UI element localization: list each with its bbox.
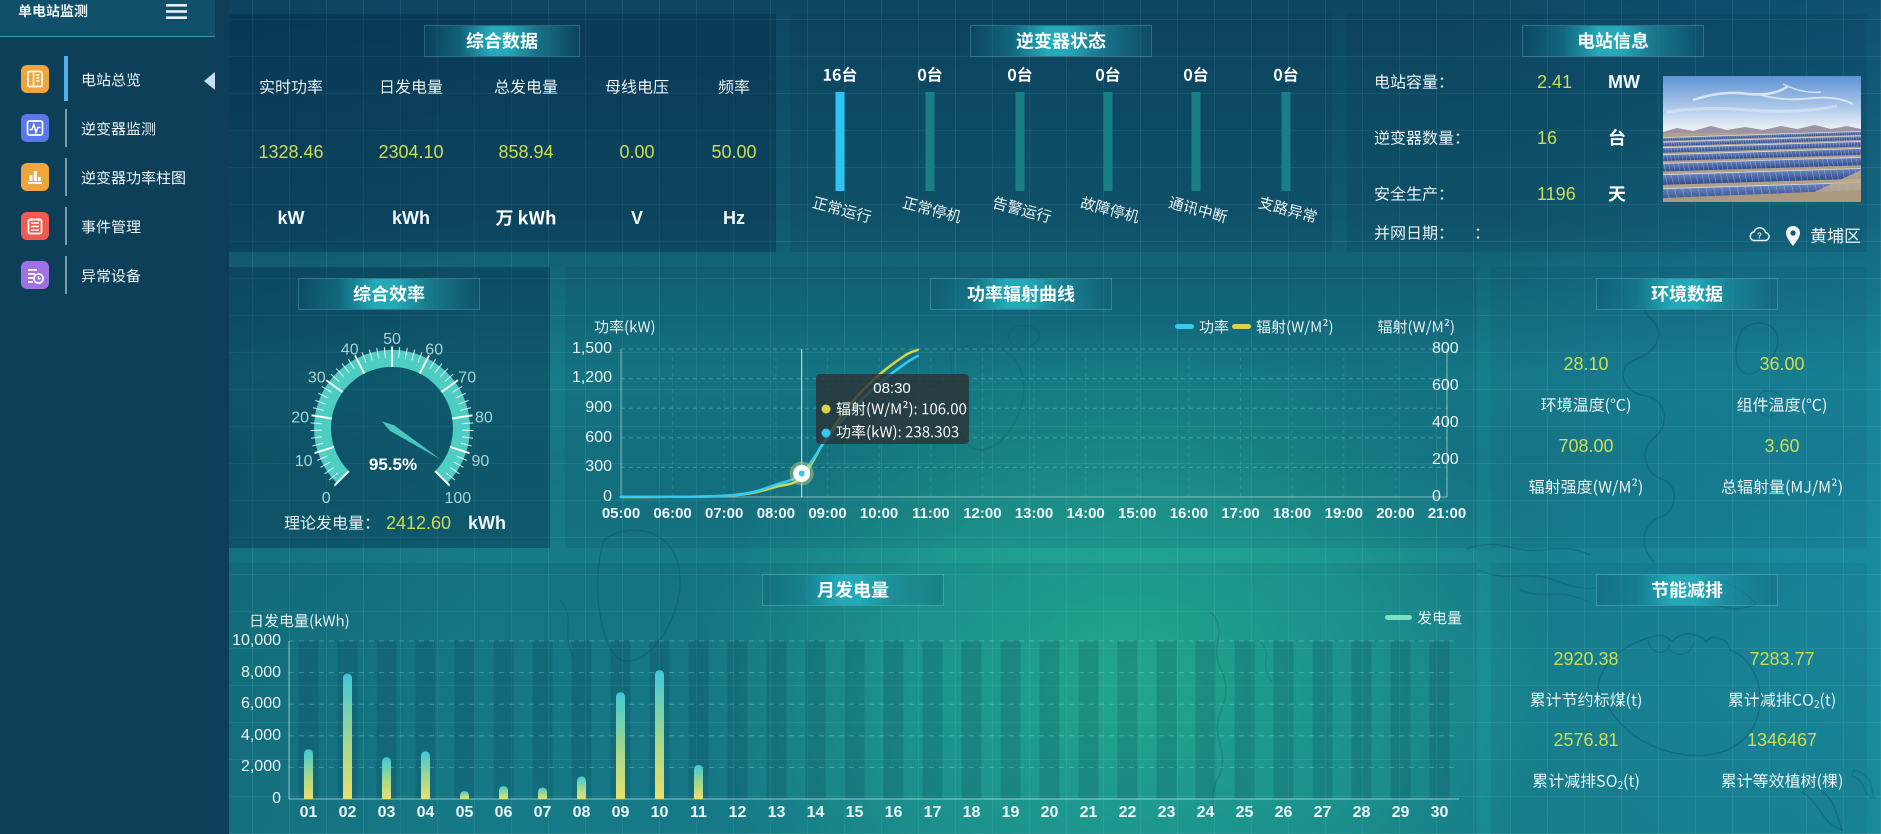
- svg-text:50: 50: [383, 331, 401, 348]
- svg-text:70: 70: [458, 370, 476, 387]
- svg-text:40: 40: [341, 341, 359, 358]
- svg-text:80: 80: [475, 410, 493, 427]
- svg-text:60: 60: [425, 341, 443, 358]
- svg-text:30: 30: [308, 370, 326, 387]
- svg-text:10: 10: [295, 453, 313, 470]
- svg-text:0: 0: [322, 490, 331, 507]
- svg-text:20: 20: [291, 410, 309, 427]
- svg-text:100: 100: [444, 490, 471, 507]
- svg-text:90: 90: [472, 453, 490, 470]
- svg-text:?: ?: [1757, 232, 1762, 241]
